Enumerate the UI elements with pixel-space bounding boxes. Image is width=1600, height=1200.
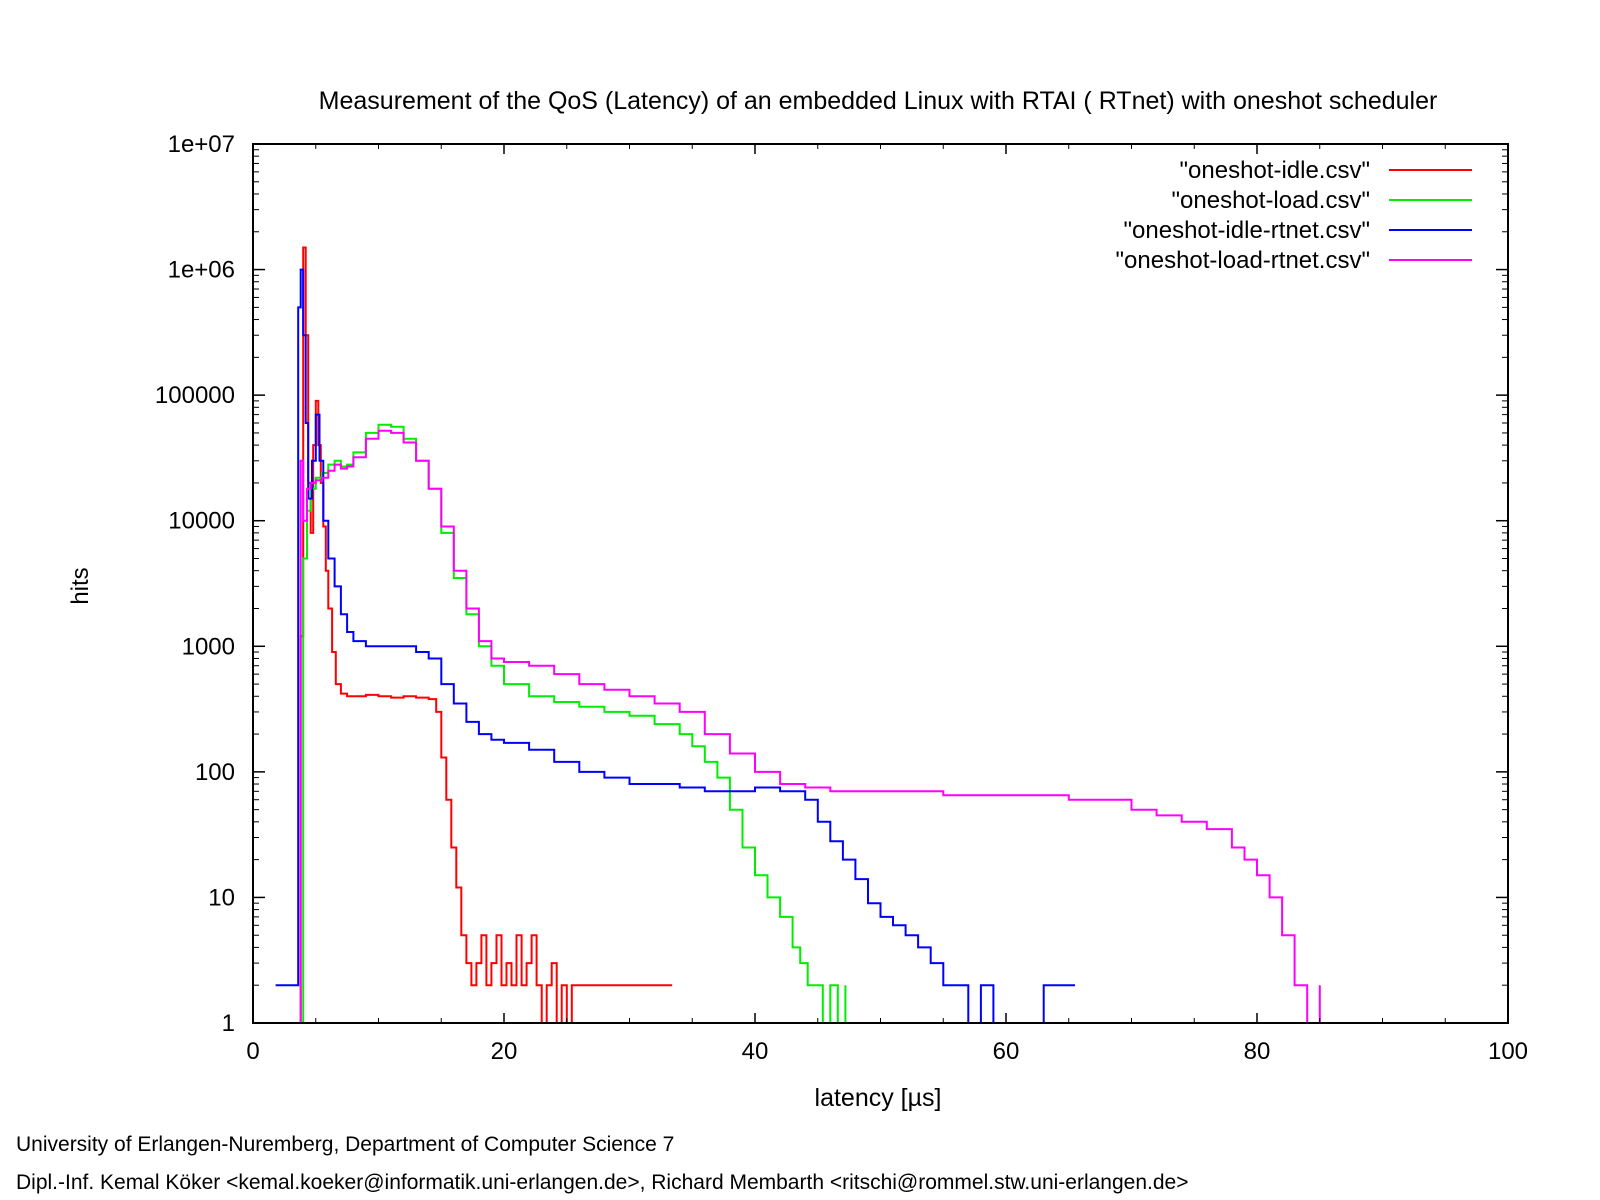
x-tick-label: 80 (1244, 1038, 1271, 1065)
x-axis-label: latency [µs] (815, 1084, 942, 1112)
legend-label: "oneshot-idle-rtnet.csv" (1124, 217, 1370, 244)
y-axis-label: hits (67, 567, 94, 604)
y-tick-label: 10 (208, 884, 235, 911)
x-tick-label: 40 (742, 1038, 769, 1065)
y-tick-label: 1e+07 (168, 131, 235, 158)
y-tick-label: 100 (195, 759, 235, 786)
x-tick-label: 100 (1488, 1038, 1528, 1065)
legend-label: "oneshot-load-rtnet.csv" (1116, 247, 1371, 274)
x-tick-label: 60 (993, 1038, 1020, 1065)
legend: "oneshot-idle.csv" "oneshot-load.csv" "one… (1116, 157, 1472, 274)
y-tick-label: 1e+06 (168, 257, 235, 284)
x-tick-label: 20 (491, 1038, 518, 1065)
y-tick-label: 1 (222, 1010, 235, 1037)
legend-label: "oneshot-idle.csv" (1180, 157, 1370, 184)
footer-affiliation: University of Erlangen-Nuremberg, Depart… (16, 1133, 675, 1156)
plot-frame (252, 143, 1509, 1024)
series-line-4 (298, 429, 1321, 1024)
x-tick-label: 0 (246, 1038, 259, 1065)
y-tick-label: 1000 (182, 633, 235, 660)
legend-label: "oneshot-load.csv" (1172, 187, 1370, 214)
plot-area: 0 20 40 60 80 100 1 10 100 1000 10000 100000 1e+06 1e… (155, 131, 1528, 1065)
series-line-2 (300, 423, 847, 1024)
footer-authors: Dipl.-Inf. Kemal Köker <kemal.koeker@inf… (16, 1171, 1189, 1194)
chart-title: Measurement of the QoS (Latency) of an e… (319, 87, 1438, 115)
y-tick-label: 100000 (155, 382, 235, 409)
series-line-3 (275, 268, 1075, 1024)
y-tick-label: 10000 (168, 508, 235, 535)
series-line-1 (298, 246, 673, 1024)
